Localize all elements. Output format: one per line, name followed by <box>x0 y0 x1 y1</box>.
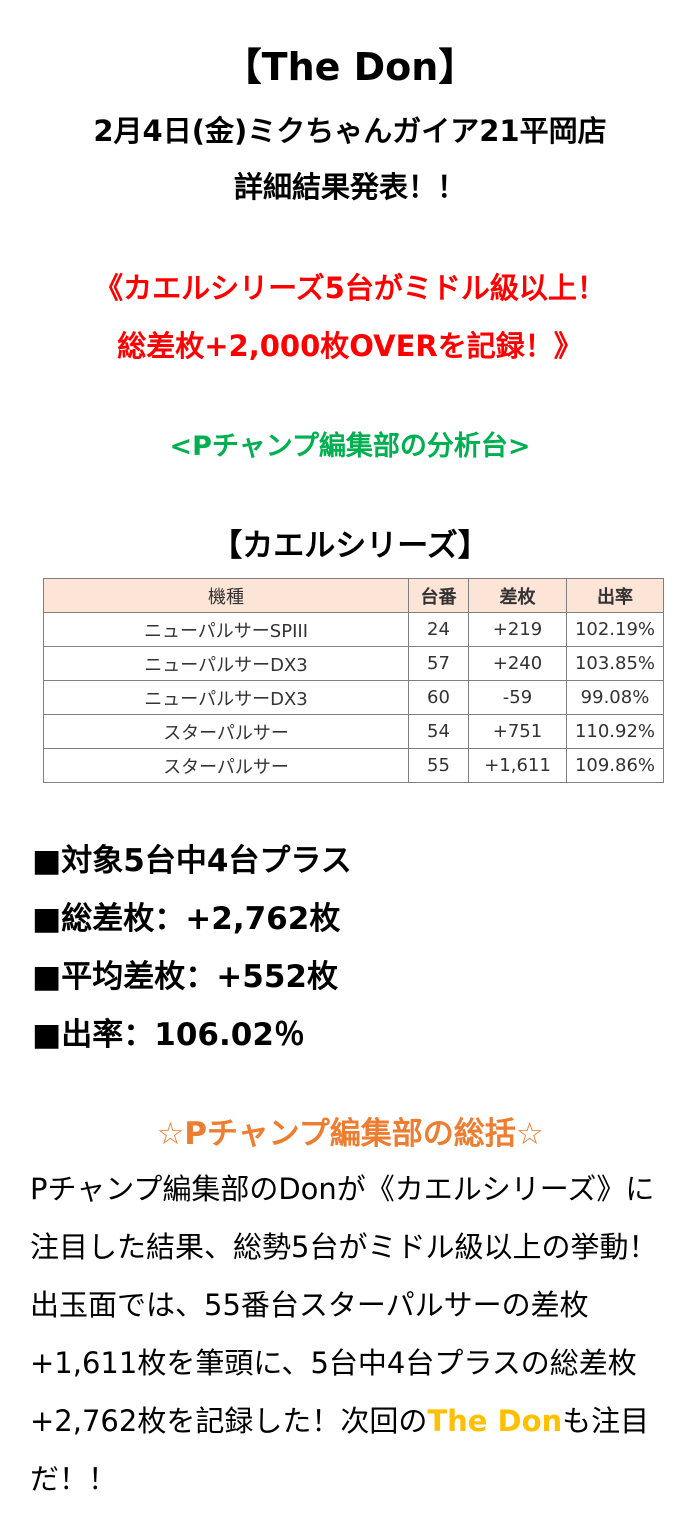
col-machine: 機種 <box>43 578 409 613</box>
table-row: ニューパルサーSPIII 24 +219 102.19% <box>43 612 664 647</box>
results-table: 機種 台番 差枚 出率 ニューパルサーSPIII 24 +219 102.19% ニュ… <box>43 578 664 783</box>
cell: ニューパルサーDX3 <box>43 680 409 715</box>
cell: 54 <box>408 714 469 749</box>
cell: 102.19% <box>566 612 664 647</box>
cell: 57 <box>408 646 469 681</box>
review-text-end: も注目だ！！ <box>30 1404 650 1496</box>
cell: スターパルサー <box>43 748 409 783</box>
section-label: <Pチャンプ編集部の分析台> <box>169 431 531 462</box>
cell: スターパルサー <box>43 714 409 749</box>
cell: ニューパルサーDX3 <box>43 646 409 681</box>
table-row: ニューパルサーDX3 57 +240 103.85% <box>43 646 664 681</box>
summary-line: ■総差枚：+2,762枚 <box>32 901 341 937</box>
subtitle-2: 詳細結果発表！！ <box>233 170 466 204</box>
table-header: 機種 台番 差枚 出率 <box>43 578 664 613</box>
col-diff: 差枚 <box>468 578 567 613</box>
table-title: 【カエルシリーズ】 <box>211 528 489 564</box>
cell: +240 <box>468 646 567 681</box>
review-body: Pチャンプ編集部のDonが《カエルシリーズ》に注目した結果、総勢5台がミドル級以… <box>30 1160 680 1508</box>
table-row: ニューパルサーDX3 60 -59 99.08% <box>43 680 664 715</box>
cell: 103.85% <box>566 646 664 681</box>
review-text: Pチャンプ編集部のDonが《カエルシリーズ》に注目した結果、総勢5台がミドル級以… <box>30 1172 658 1438</box>
cell: ニューパルサーSPIII <box>43 612 409 647</box>
cell: 24 <box>408 612 469 647</box>
summary-line: ■対象5台中4台プラス <box>32 843 352 879</box>
table-row: スターパルサー 54 +751 110.92% <box>43 714 664 749</box>
cell: 60 <box>408 680 469 715</box>
table-row: スターパルサー 55 +1,611 109.86% <box>43 748 664 783</box>
cell: -59 <box>468 680 567 715</box>
headline-2: 総差枚+2,000枚OVERを記録！》 <box>117 329 583 363</box>
cell: 99.08% <box>566 680 664 715</box>
cell: 109.86% <box>566 748 664 783</box>
cell: 55 <box>408 748 469 783</box>
cell: 110.92% <box>566 714 664 749</box>
col-rate: 出率 <box>566 578 664 613</box>
cell: +751 <box>468 714 567 749</box>
page-title: 【The Don】 <box>223 45 477 89</box>
summary-line: ■平均差枚：+552枚 <box>32 959 338 995</box>
cell: +219 <box>468 612 567 647</box>
review-title: ☆Pチャンプ編集部の総括☆ <box>156 1116 544 1152</box>
cell: +1,611 <box>468 748 567 783</box>
review-highlight: The Don <box>427 1404 563 1438</box>
subtitle: 2月4日(金)ミクちゃんガイア21平岡店 <box>93 114 607 148</box>
col-number: 台番 <box>408 578 469 613</box>
headline-1: 《カエルシリーズ5台がミドル級以上！ <box>94 271 606 305</box>
summary-line: ■出率：106.02％ <box>32 1017 305 1053</box>
